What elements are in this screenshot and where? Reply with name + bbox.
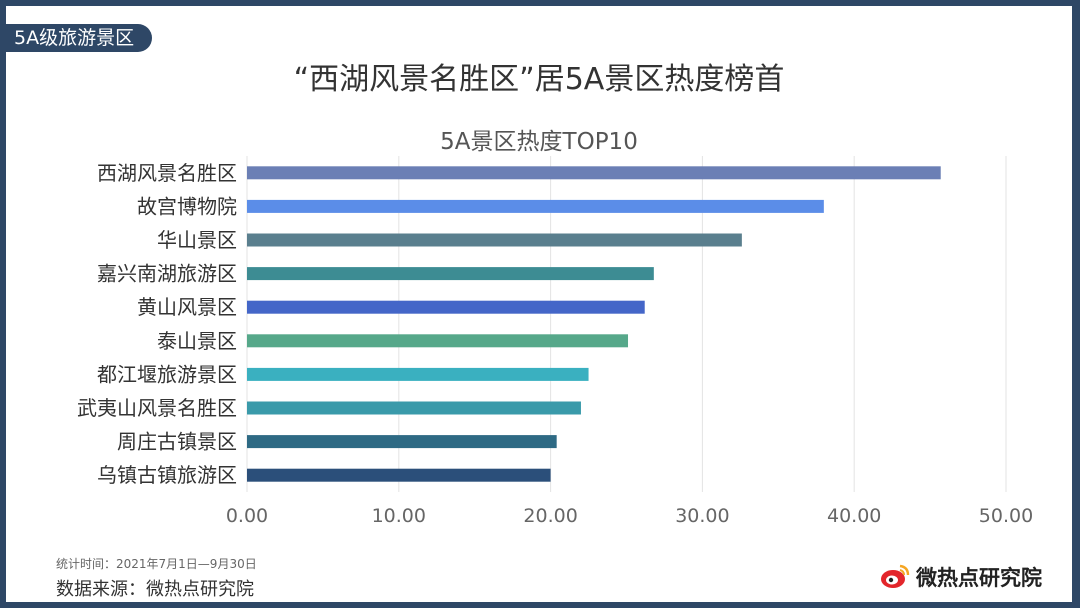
category-label: 周庄古镇景区 — [117, 430, 237, 454]
time-note: 统计时间：2021年7月1日—9月30日 — [56, 557, 257, 571]
bar — [247, 233, 742, 247]
bar — [247, 435, 557, 449]
bar — [247, 199, 824, 213]
category-label: 武夷山风景名胜区 — [77, 396, 237, 420]
brand-name: 微热点研究院 — [916, 566, 1042, 590]
x-tick-label: 30.00 — [675, 505, 729, 527]
bar — [247, 166, 941, 180]
category-label: 西湖风景名胜区 — [97, 161, 237, 185]
slide-panel: 5A级旅游景区 “西湖风景名胜区”居5A景区热度榜首 5A景区热度TOP10 西… — [6, 6, 1072, 602]
page-title: “西湖风景名胜区”居5A景区热度榜首 — [293, 62, 785, 97]
bar — [247, 267, 654, 281]
bar — [247, 468, 551, 482]
bar — [247, 401, 581, 415]
bar — [247, 367, 589, 381]
x-tick-label: 0.00 — [226, 505, 268, 527]
category-label: 嘉兴南湖旅游区 — [97, 262, 237, 286]
category-label: 华山景区 — [157, 228, 237, 252]
category-labels: 西湖风景名胜区故宫博物院华山景区嘉兴南湖旅游区黄山风景区泰山景区都江堰旅游景区武… — [77, 161, 237, 487]
category-label: 都江堰旅游景区 — [97, 362, 237, 386]
brand-block: 微热点研究院 — [880, 562, 1042, 592]
source-note: 数据来源：微热点研究院 — [56, 579, 254, 600]
x-tick-label: 40.00 — [827, 505, 881, 527]
category-label: 乌镇古镇旅游区 — [97, 463, 237, 487]
category-label: 故宫博物院 — [137, 194, 237, 218]
x-tick-labels: 0.00 10.00 20.00 30.00 40.00 50.00 — [226, 505, 1033, 527]
bar-chart: 西湖风景名胜区故宫博物院华山景区嘉兴南湖旅游区黄山风景区泰山景区都江堰旅游景区武… — [77, 156, 1033, 527]
weibo-eye-icon — [881, 564, 910, 588]
category-label: 黄山风景区 — [137, 295, 237, 319]
bar-layer — [247, 166, 941, 482]
x-tick-label: 20.00 — [523, 505, 577, 527]
bar — [247, 334, 629, 348]
x-tick-label: 10.00 — [372, 505, 426, 527]
section-tag: 5A级旅游景区 — [6, 24, 153, 52]
category-label: 泰山景区 — [157, 329, 237, 353]
x-tick-label: 50.00 — [979, 505, 1033, 527]
bar — [247, 300, 645, 314]
chart-title: 5A景区热度TOP10 — [440, 129, 638, 155]
